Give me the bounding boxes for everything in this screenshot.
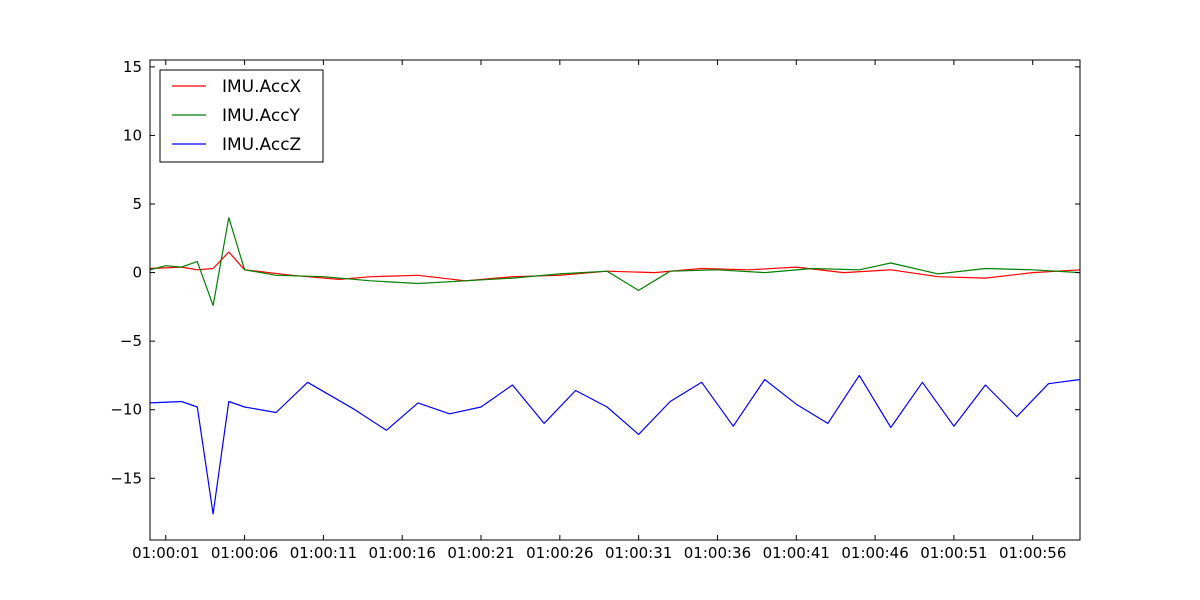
- x-tick-label: 01:00:56: [999, 544, 1066, 562]
- y-axis: 15 10 5 0 −5 −10 −15: [110, 58, 1080, 487]
- x-tick-label: 01:00:46: [841, 544, 908, 562]
- y-tick-label: −10: [110, 401, 142, 419]
- legend-label: IMU.AccY: [222, 106, 301, 126]
- legend-label: IMU.AccZ: [222, 135, 301, 155]
- legend: IMU.AccX IMU.AccY IMU.AccZ: [159, 69, 324, 163]
- series-line-3: [149, 374, 1081, 515]
- x-tick-label: 01:00:16: [369, 544, 436, 562]
- x-tick-label: 01:00:26: [526, 544, 593, 562]
- x-tick-label: 01:00:11: [290, 544, 357, 562]
- x-tick-label: 01:00:36: [684, 544, 751, 562]
- y-tick-label: 0: [132, 264, 142, 282]
- x-tick-label: 01:00:01: [132, 544, 199, 562]
- y-tick-label: −15: [110, 469, 142, 487]
- x-axis: 01:00:01 01:00:06 01:00:11 01:00:16 01:00:21…: [132, 60, 1066, 562]
- y-tick-label: 10: [123, 126, 142, 144]
- legend-box: [159, 69, 324, 163]
- x-tick-label: 01:00:21: [447, 544, 514, 562]
- x-tick-label: 01:00:31: [605, 544, 672, 562]
- x-tick-label: 01:00:06: [211, 544, 278, 562]
- plot-frame: [149, 59, 1081, 541]
- y-tick-label: 5: [132, 195, 142, 213]
- series-layer: [149, 217, 1081, 515]
- legend-label: IMU.AccX: [222, 77, 302, 97]
- x-tick-label: 01:00:51: [920, 544, 987, 562]
- y-tick-label: −5: [120, 332, 142, 350]
- y-tick-label: 15: [123, 58, 142, 76]
- x-tick-label: 01:00:41: [763, 544, 830, 562]
- series-line-2: [149, 217, 1081, 307]
